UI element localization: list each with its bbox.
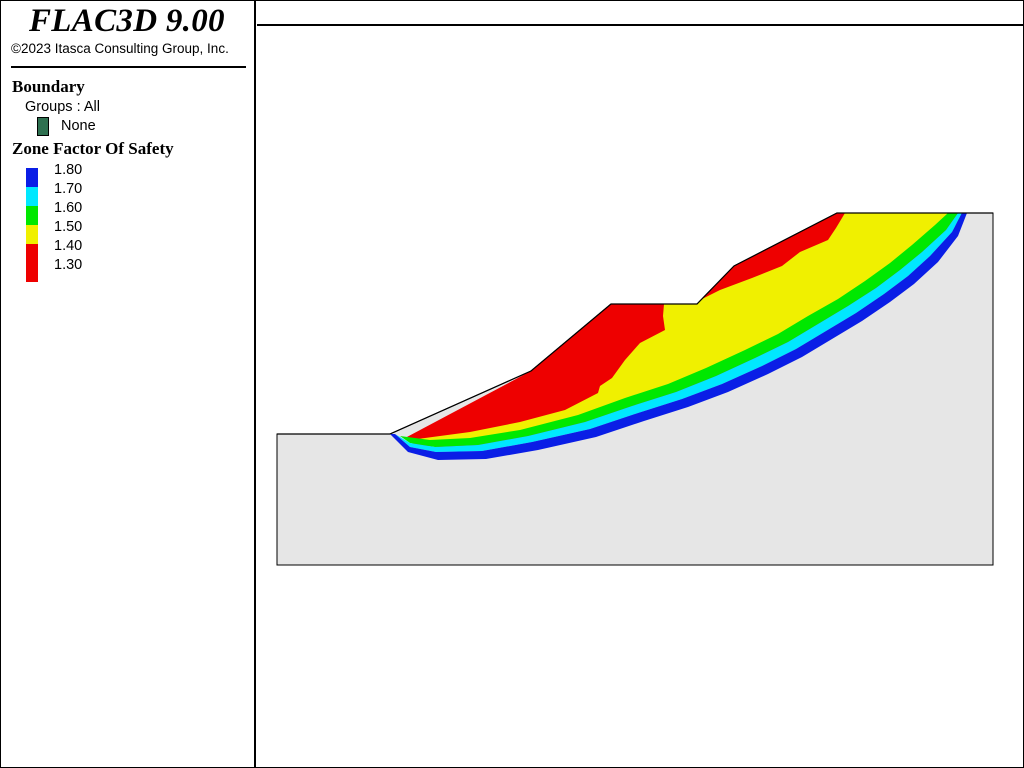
title-divider (11, 66, 246, 68)
boundary-legend-title: Boundary (12, 77, 85, 96)
copyright-text: ©2023 Itasca Consulting Group, Inc. (11, 41, 229, 56)
view-title-bar-divider (257, 24, 1023, 26)
fos-label-1-70: 1.70 (54, 181, 83, 197)
fos-label-1-60: 1.60 (54, 200, 83, 216)
fos-swatch-1-30 (26, 263, 38, 282)
fos-swatch-1-70 (26, 187, 38, 206)
fos-label-1-40: 1.40 (54, 238, 83, 254)
fos-label-1-80: 1.80 (54, 162, 83, 178)
fos-swatch-1-40 (26, 244, 38, 263)
fos-band-1-50 (410, 213, 948, 442)
fos-legend-title: Zone Factor Of Safety (12, 139, 174, 158)
boundary-groups-text: Groups : All (25, 99, 100, 115)
fos-swatch-1-60 (26, 206, 38, 225)
boundary-swatch-icon (37, 117, 49, 136)
slope-model-plot[interactable] (257, 1, 1023, 767)
slope-surface-outline (277, 212, 993, 435)
legend-panel: FLAC3D 9.00 ©2023 Itasca Consulting Grou… (1, 1, 256, 767)
model-view-panel[interactable] (257, 1, 1023, 767)
app-title: FLAC3D 9.00 (29, 3, 225, 39)
fos-label-1-30: 1.30 (54, 257, 83, 273)
fos-swatch-1-80 (26, 168, 38, 187)
fos-label-1-50: 1.50 (54, 219, 83, 235)
boundary-item-label: None (61, 118, 96, 134)
fos-swatch-1-50 (26, 225, 38, 244)
